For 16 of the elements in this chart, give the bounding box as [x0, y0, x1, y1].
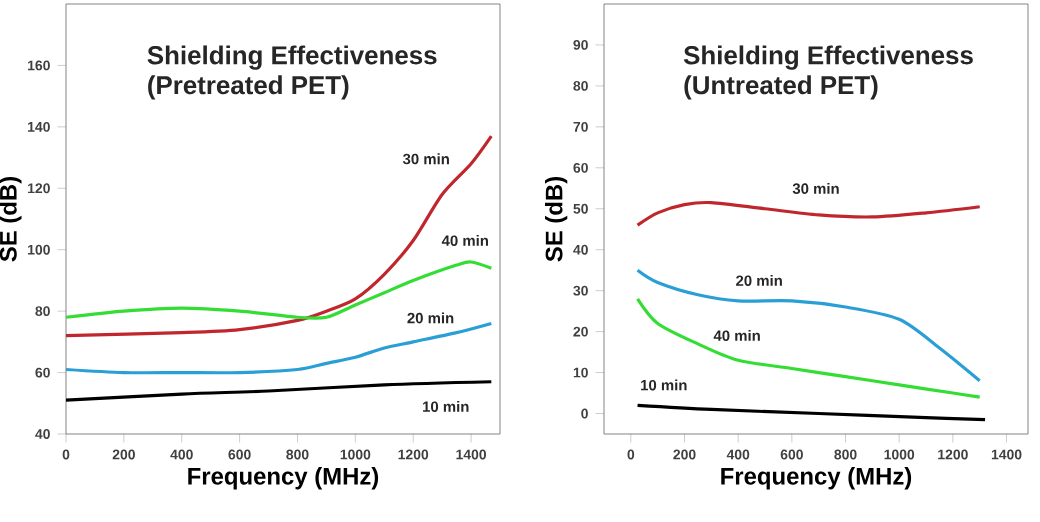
x-axis-title: Frequency (MHz)	[721, 467, 912, 490]
line-series	[66, 321, 493, 375]
line-series	[635, 297, 982, 399]
line-series	[66, 260, 493, 320]
line-series	[635, 403, 987, 422]
line-series	[635, 268, 982, 383]
line-series	[635, 200, 982, 227]
text: Shielding Effectiveness	[683, 45, 973, 70]
line-series	[66, 380, 493, 402]
y-axis-title: SE (dB)	[544, 177, 568, 262]
text: Shielding Effectiveness	[147, 45, 437, 70]
text: (Pretreated PET)	[148, 75, 349, 100]
text: (Untreated PET)	[684, 75, 878, 100]
y-axis-title: SE (dB)	[0, 177, 22, 262]
x-axis-title: Frequency (MHz)	[188, 467, 379, 490]
line-series	[66, 134, 493, 338]
